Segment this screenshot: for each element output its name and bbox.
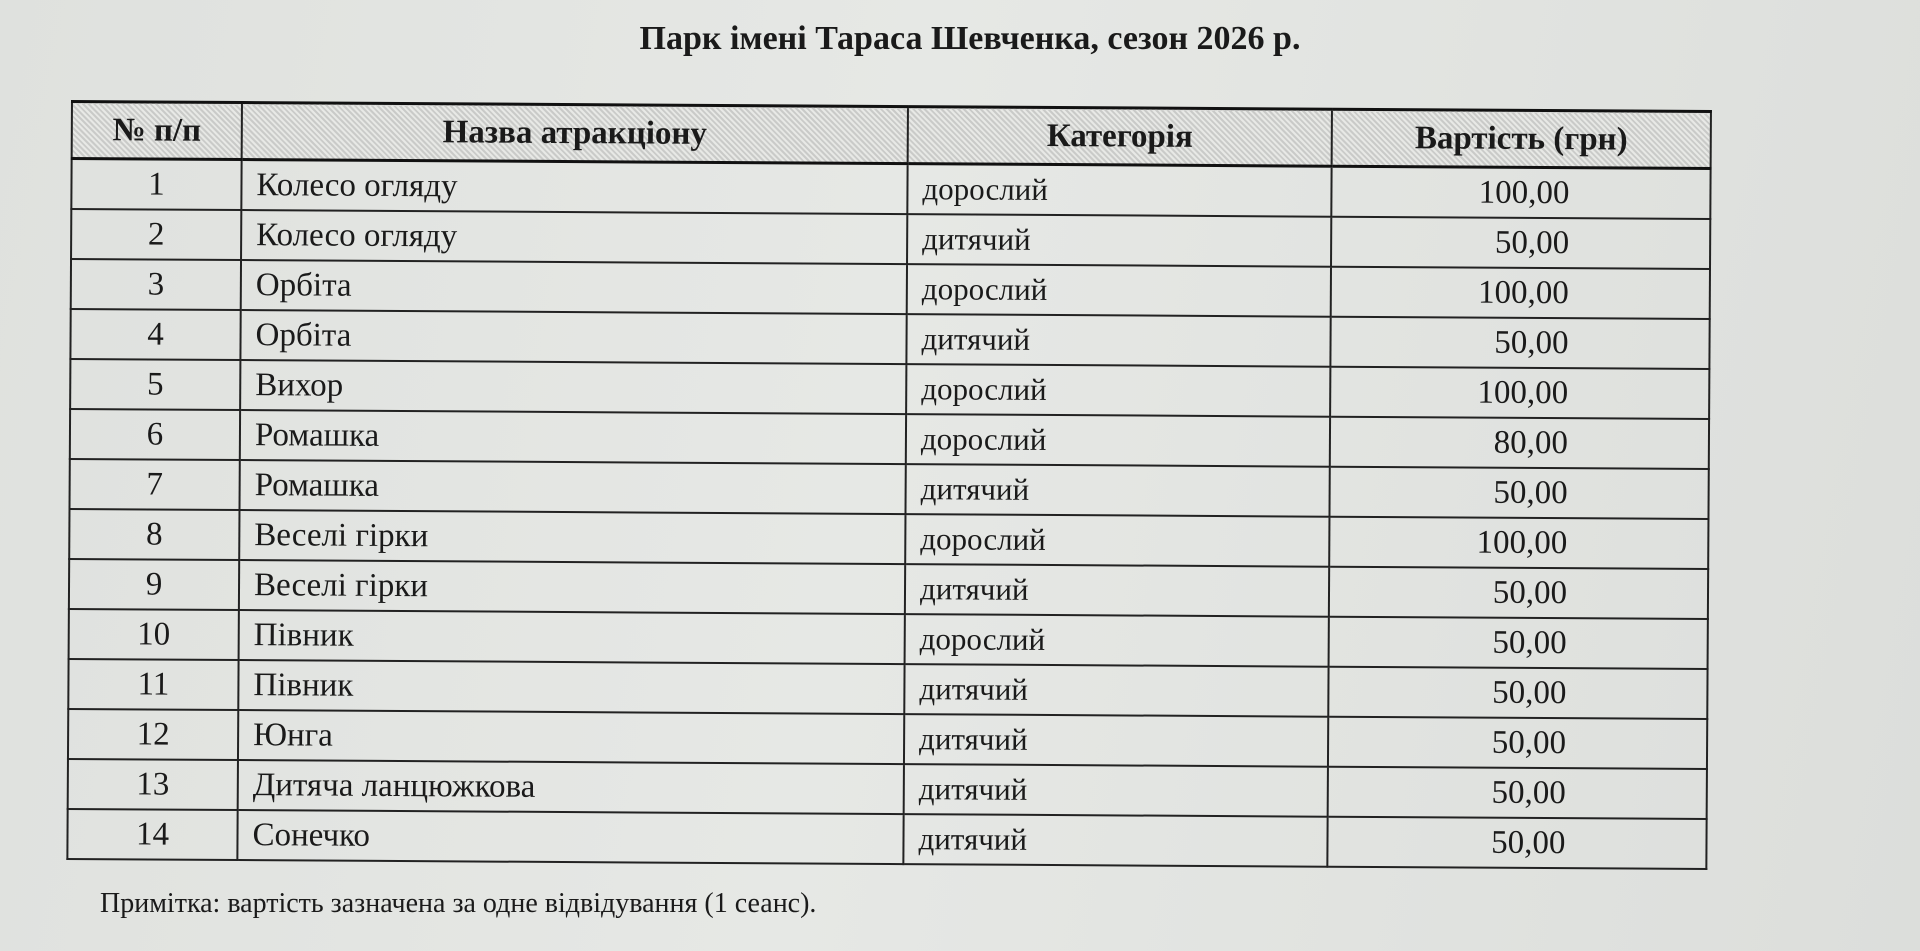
cell-name: Орбіта [240,310,907,365]
cell-category: дитячий [903,764,1328,817]
cell-number: 1 [71,158,242,211]
cell-name: Орбіта [240,260,908,315]
cell-price: 100,00 [1331,166,1711,220]
cell-category: дитячий [903,714,1329,767]
cell-price: 50,00 [1328,566,1709,620]
document-title: Парк імені Тараса Шевченка, сезон 2026 р… [639,20,1301,57]
cell-name: Дитяча ланцюжкова [237,760,904,815]
header-number: № п/п [71,101,242,160]
cell-number: 9 [68,558,240,611]
cell-number: 7 [69,458,240,511]
cell-price: 50,00 [1328,666,1708,720]
cell-number: 11 [68,658,239,711]
cell-name: Ромашка [239,460,906,515]
cell-category: дитячий [906,314,1331,367]
cell-number: 8 [69,508,240,561]
cell-number: 4 [70,309,241,361]
cell-price: 50,00 [1330,316,1710,370]
cell-name: Веселі гірки [239,510,906,565]
cell-name: Веселі гірки [238,560,906,615]
cell-category: дитячий [904,664,1329,717]
cell-name: Колесо огляду [241,210,908,265]
cell-category: дитячий [907,214,1332,267]
header-name: Назва атракціону [241,102,908,164]
header-price: Вартість (грн) [1331,109,1711,169]
table-header-row: № п/п Назва атракціону Категорія Вартіст… [71,101,1711,169]
cell-category: дорослий [904,614,1329,667]
cell-number: 10 [68,608,239,661]
footnote: Примітка: вартість зазначена за одне від… [100,888,817,919]
cell-price: 80,00 [1329,416,1710,470]
cell-category: дорослий [905,514,1330,567]
cell-name: Півник [238,610,905,665]
cell-name: Ромашка [239,410,907,465]
cell-category: дорослий [907,163,1332,217]
cell-price: 50,00 [1331,216,1711,270]
cell-category: дитячий [904,564,1330,617]
cell-number: 5 [70,359,241,411]
cell-number: 14 [67,808,238,861]
cell-number: 2 [71,209,242,261]
header-category: Категорія [907,106,1332,167]
cell-name: Сонечко [237,810,904,865]
cell-name: Юнга [237,710,905,765]
cell-price: 100,00 [1330,266,1710,320]
cell-name: Вихор [240,360,907,415]
cell-price: 50,00 [1329,466,1709,520]
cell-number: 6 [69,409,241,461]
cell-category: дорослий [905,414,1331,467]
cell-category: дитячий [903,814,1328,867]
cell-name: Колесо огляду [241,159,908,215]
cell-price: 50,00 [1327,816,1707,870]
cell-category: дорослий [906,364,1331,417]
cell-price: 50,00 [1327,766,1707,820]
table-row: 14 Сонечко дитячий 50,00 [67,808,1707,870]
cell-category: дорослий [906,264,1332,317]
cell-price: 100,00 [1330,366,1710,420]
cell-price: 100,00 [1329,516,1709,570]
cell-number: 12 [67,708,239,761]
cell-price: 50,00 [1328,616,1708,670]
cell-price: 50,00 [1327,716,1708,770]
cell-number: 3 [70,259,242,311]
cell-name: Півник [238,660,905,715]
cell-number: 13 [67,758,238,811]
attractions-table: № п/п Назва атракціону Категорія Вартіст… [66,100,1712,870]
cell-category: дитячий [905,464,1330,517]
